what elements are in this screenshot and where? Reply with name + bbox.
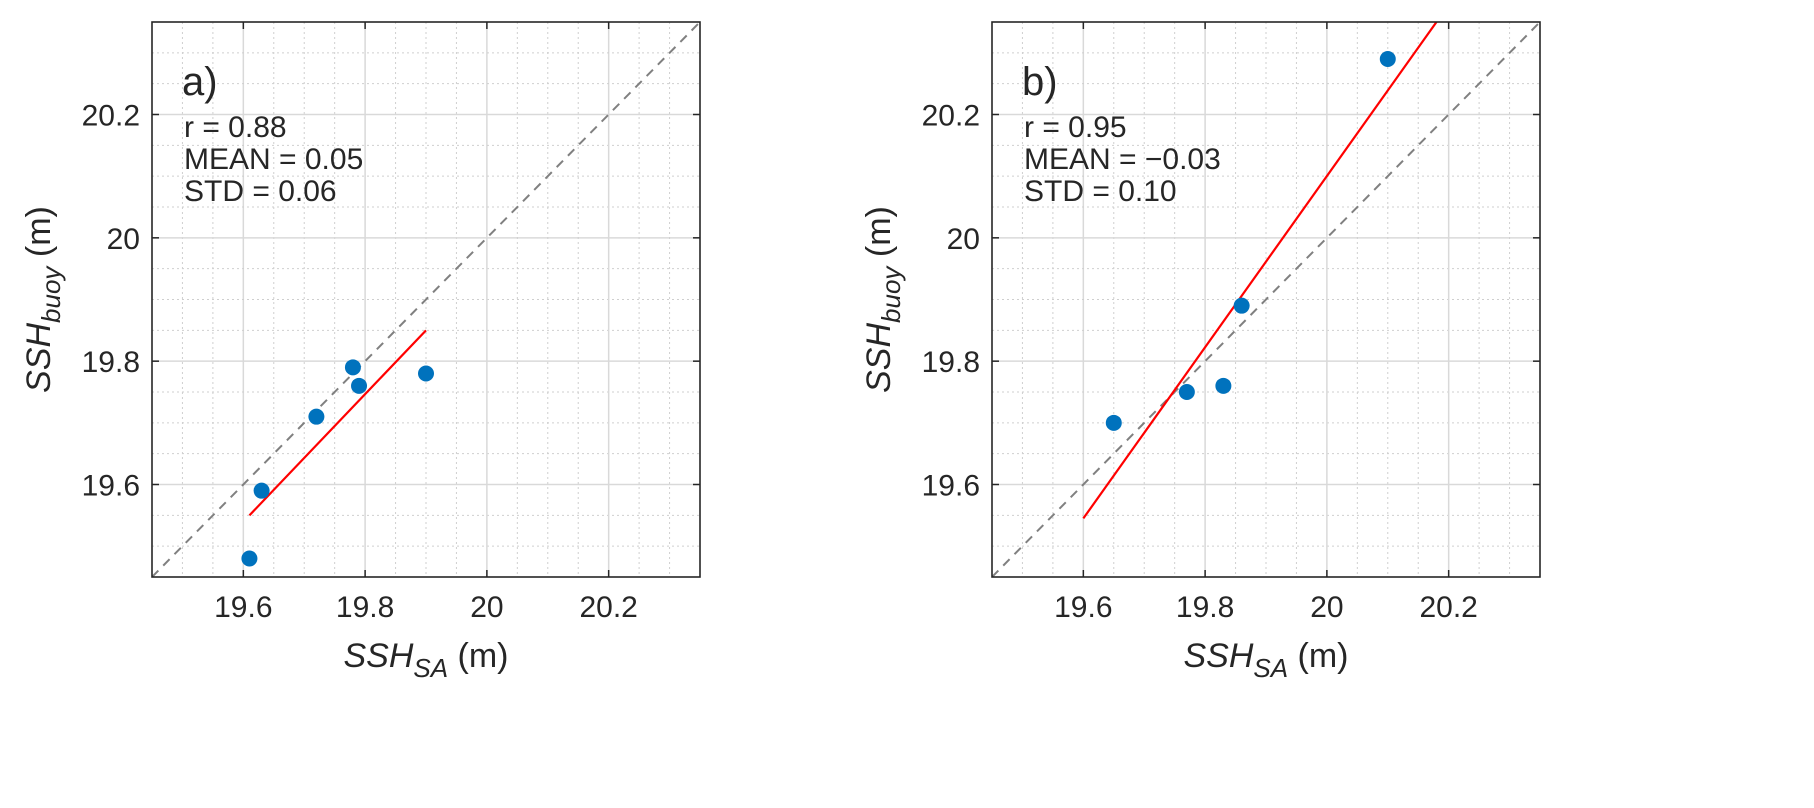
x-axis-label: SSHSA (m): [343, 637, 508, 683]
y-axis-label-unit: (m): [860, 206, 898, 266]
data-point: [253, 482, 270, 499]
x-axis-label-sub: SA: [1253, 653, 1288, 683]
y-tick-label: 19.6: [82, 470, 140, 503]
y-tick-label: 20.2: [82, 100, 140, 133]
x-axis-label: SSHSA (m): [1183, 637, 1348, 683]
identity-line: [152, 22, 700, 577]
y-axis-label-sub: buoy: [36, 265, 66, 323]
y-axis-label-main: SSH: [860, 323, 898, 393]
y-axis-label: SSHbuoy (m): [20, 206, 66, 393]
x-tick-label: 20: [1310, 591, 1343, 624]
data-point: [1105, 414, 1122, 431]
data-point: [418, 365, 434, 382]
stat-line: MEAN = −0.03: [1024, 143, 1221, 176]
axes-box: [151, 21, 701, 578]
axes-box: [991, 21, 1541, 578]
x-axis-label-main: SSH: [1183, 637, 1253, 675]
fit-line: [1082, 22, 1438, 520]
y-tick-label: 19.6: [922, 470, 980, 503]
x-axis-label-main: SSH: [343, 637, 413, 675]
y-tick-label: 19.8: [82, 346, 140, 379]
data-point: [344, 359, 361, 376]
data-point: [1379, 51, 1396, 67]
x-tick-label: 19.8: [336, 591, 394, 624]
x-axis-label-unit: (m): [1288, 637, 1348, 675]
stat-line: r = 0.88: [184, 111, 287, 144]
y-tick-label: 20: [107, 223, 140, 256]
y-tick-label: 20.2: [922, 100, 980, 133]
x-tick-label: 19.6: [1054, 591, 1112, 624]
data-point: [351, 377, 368, 394]
stat-line: MEAN = 0.05: [184, 143, 363, 176]
y-axis-label-unit: (m): [20, 206, 58, 266]
y-tick-label: 19.8: [922, 346, 980, 379]
data-point: [241, 550, 258, 567]
y-tick-label: 20: [947, 223, 980, 256]
plot-content: [992, 22, 1540, 577]
x-tick-label: 20: [470, 591, 503, 624]
x-tick-label: 20.2: [1419, 591, 1477, 624]
data-point: [1215, 377, 1232, 394]
x-axis-label-unit: (m): [448, 637, 508, 675]
panel-label: b): [1022, 60, 1058, 104]
fit-line: [248, 329, 427, 517]
stat-line: STD = 0.06: [184, 175, 337, 208]
x-axis-label-sub: SA: [413, 653, 448, 683]
x-tick-label: 20.2: [579, 591, 637, 624]
stat-line: STD = 0.10: [1024, 175, 1177, 208]
data-point: [1178, 384, 1195, 400]
x-tick-label: 19.6: [214, 591, 272, 624]
y-axis-label: SSHbuoy (m): [860, 206, 906, 393]
grid: [992, 22, 1540, 577]
panel-label: a): [182, 60, 218, 104]
data-point: [308, 408, 325, 425]
x-tick-label: 19.8: [1176, 591, 1234, 624]
y-axis-label-main: SSH: [20, 323, 58, 393]
y-axis-label-sub: buoy: [876, 265, 906, 323]
identity-line: [992, 22, 1540, 577]
stat-line: r = 0.95: [1024, 111, 1127, 144]
plot-content: [152, 22, 700, 577]
data-point: [1233, 297, 1250, 314]
